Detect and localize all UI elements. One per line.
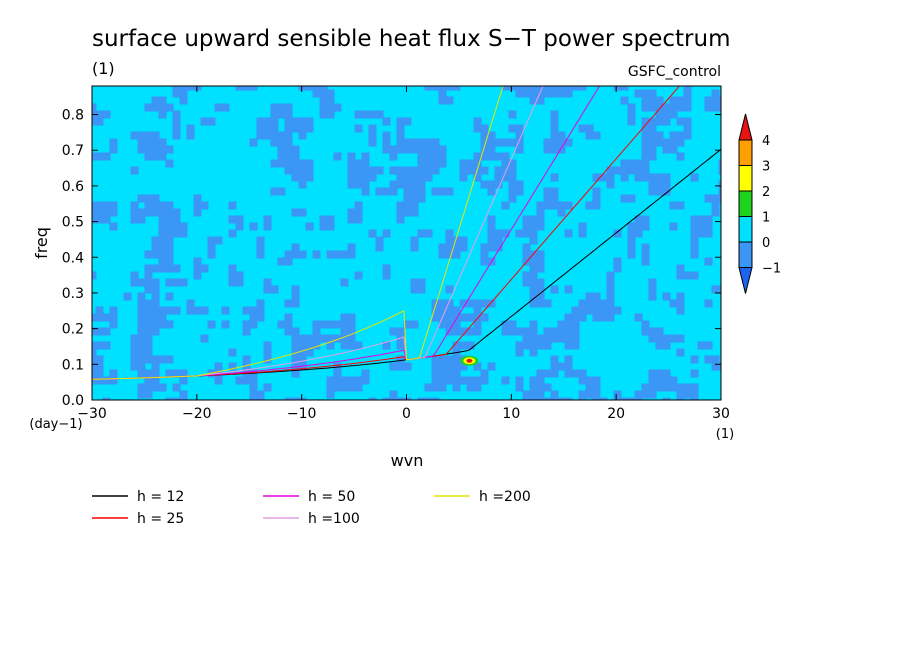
x-tick-label: 30 [712,406,730,422]
legend-label: h = 12 [137,489,184,505]
plot-area [91,85,722,401]
y-tick-label: 0.5 [62,215,84,231]
x-axis-label: wvn [391,451,424,470]
x-tick-label: 0 [402,406,411,422]
x-axis-unit: (1) [716,427,734,442]
legend: h = 12 h = 25 h = 50 h =100 h =200 [92,489,531,527]
dispersion-curve [92,86,504,380]
y-axis-label: freq [32,227,51,259]
y-tick-label: 0.3 [62,286,84,302]
y-tick-label: 0.8 [62,108,84,124]
colorbar-label: 3 [762,160,770,175]
dispersion-curves [92,86,721,380]
y-tick-label: 0.0 [62,393,84,409]
colorbar-segment [738,241,753,268]
y-tick-label: 0.2 [62,322,84,338]
chart-subtitle-right: GSFC_control [628,64,721,80]
y-tick-label: 0.6 [62,179,84,195]
colorbar-segment [738,165,753,192]
colorbar-segment [738,190,753,217]
y-tick-label: 0.1 [62,357,84,373]
colorbar-segment [738,139,753,166]
y-tick-label: 0.7 [62,143,84,159]
hotspot-marker [460,355,479,366]
legend-label: h = 50 [308,489,355,505]
colorbar-label: 4 [762,134,770,149]
colorbar-min-arrow [738,267,753,294]
colorbar-label: 1 [762,211,770,226]
x-tick-label: 10 [502,406,520,422]
colorbar-segment [738,216,753,243]
plot-background [92,86,721,400]
y-axis: 0.0 0.1 0.2 0.3 0.4 0.5 0.6 0.7 0.8 [62,108,721,409]
y-tick-label: 0.4 [62,250,84,266]
legend-label: h =100 [308,511,360,527]
colorbar: 4 3 2 1 0 −1 [738,113,781,294]
x-tick-label: −30 [77,406,107,422]
x-tick-label: 20 [607,406,625,422]
low-power-patches [92,86,721,400]
chart-subtitle-left: (1) [92,59,115,78]
chart-title: surface upward sensible heat flux S−T po… [92,26,731,52]
colorbar-label: −1 [762,262,781,277]
spectrum-field [92,86,721,400]
x-tick-label: −20 [182,406,212,422]
y-axis-unit: (day−1) [29,417,82,432]
hotspot-core-red [466,358,473,363]
colorbar-label: 2 [762,185,770,200]
legend-label: h =200 [479,489,531,505]
x-axis: −30 −20 −10 0 10 20 30 [77,86,730,422]
colorbar-max-arrow [738,113,753,141]
colorbar-label: 0 [762,236,770,251]
legend-label: h = 25 [137,511,184,527]
x-tick-label: −10 [287,406,317,422]
